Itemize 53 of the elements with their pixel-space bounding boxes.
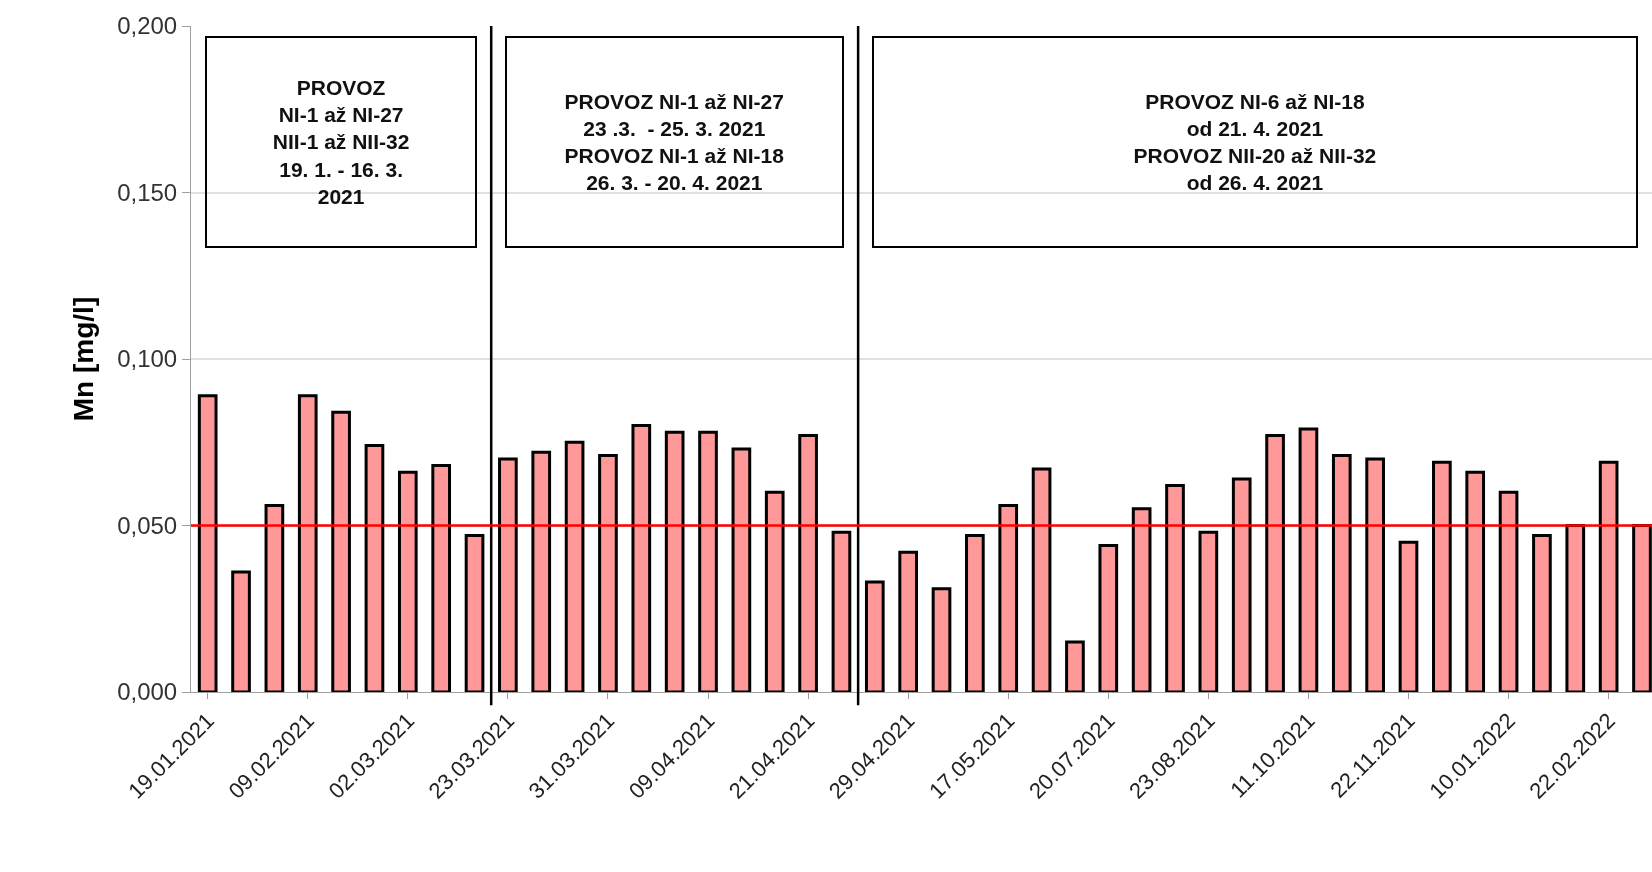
bar (197, 394, 218, 692)
bar (1098, 543, 1119, 692)
annotation: PROVOZ NI-6 až NI-18 od 21. 4. 2021 PROVOZ NII-20 až NII-32 od 26. 4. 2021 (1133, 89, 1377, 195)
bar (531, 450, 552, 692)
y-tick-label: 0,200 (117, 12, 178, 40)
bar (1231, 477, 1252, 692)
bar (1065, 640, 1085, 692)
bar (1498, 490, 1519, 692)
bar (1298, 427, 1319, 692)
bar (464, 533, 485, 692)
bar (1331, 454, 1352, 692)
bar (1598, 460, 1619, 692)
bar (498, 457, 518, 692)
bar (1465, 470, 1486, 692)
bar (831, 530, 852, 692)
y-tick-label: 0,000 (117, 678, 178, 706)
bar (698, 430, 718, 692)
bar (798, 434, 818, 692)
bar (1532, 533, 1552, 692)
y-tick-label: 0,100 (117, 345, 178, 373)
bar (731, 447, 752, 692)
bar (1398, 540, 1419, 692)
bar (764, 490, 785, 692)
bar (364, 444, 385, 692)
bar (297, 394, 318, 692)
bar (231, 570, 251, 692)
bar (397, 470, 418, 692)
y-tick-label: 0,150 (117, 178, 178, 206)
bar (1365, 457, 1385, 692)
bar (598, 454, 618, 692)
bar (331, 410, 351, 692)
bar (931, 587, 952, 692)
bar (664, 430, 685, 692)
y-tick-label: 0,050 (117, 511, 178, 539)
bar (1432, 460, 1452, 692)
bar (898, 550, 918, 692)
bar (1565, 524, 1586, 692)
bar (264, 504, 285, 692)
annotation: PROVOZ NI-1 až NI-27 23 .3. - 25. 3. 2021 PROVOZ NI-1 až NI-18 26. 3. - 20. 4. 2021 (564, 89, 785, 195)
bar (564, 440, 585, 692)
annotation: PROVOZ NI-1 až NI-27 NII-1 až NII-32 19. 1. - 16. 3. 2021 (272, 75, 410, 209)
bar (1198, 530, 1219, 692)
bar (1031, 467, 1052, 692)
bar (998, 504, 1019, 692)
bar (1265, 434, 1285, 692)
bar (965, 533, 985, 692)
bar (431, 464, 452, 692)
bar (631, 424, 652, 692)
y-axis-title: Mn [mg/l] (67, 296, 99, 422)
bar (1165, 484, 1185, 692)
bar (1632, 524, 1652, 692)
bar (864, 580, 885, 692)
bar (1131, 507, 1152, 692)
